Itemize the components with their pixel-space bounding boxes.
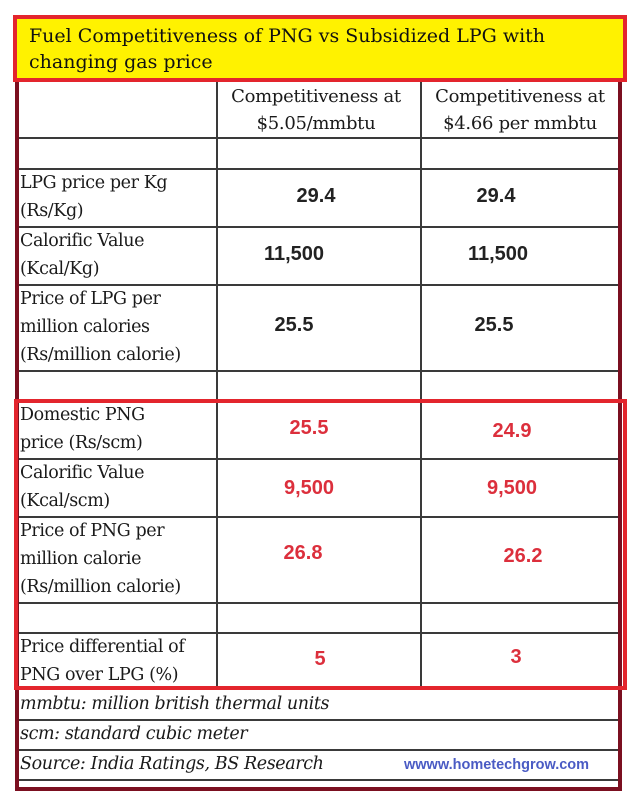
row-label-price-differential: Price differential of PNG over LPG (%) bbox=[20, 637, 185, 685]
row-label-lpg-per-million: Price of LPG per million calories (Rs/mi… bbox=[20, 289, 181, 365]
row-divider bbox=[19, 749, 618, 751]
row-divider bbox=[19, 168, 618, 170]
row-label-png-per-million: Price of PNG per million calorie (Rs/mil… bbox=[20, 521, 181, 597]
row-divider bbox=[19, 458, 618, 460]
row-divider bbox=[19, 719, 618, 721]
row-divider bbox=[19, 137, 618, 139]
row-divider bbox=[19, 370, 618, 372]
value-differential-col2: 3 bbox=[510, 646, 522, 668]
row-divider bbox=[19, 602, 618, 604]
row-divider bbox=[19, 284, 618, 286]
column-header-4-66: Competitiveness at $4.66 per mmbtu bbox=[435, 86, 605, 134]
value-lpg-price-col2: 29.4 bbox=[476, 185, 516, 207]
value-lpg-calorific-col1: 11,500 bbox=[263, 243, 325, 265]
row-label-png-price: Domestic PNG price (Rs/scm) bbox=[20, 405, 145, 453]
value-png-per-million-col2: 26.2 bbox=[503, 545, 543, 567]
value-differential-col1: 5 bbox=[314, 648, 326, 670]
value-png-per-million-col1: 26.8 bbox=[283, 542, 323, 564]
value-png-calorific-col1: 9,500 bbox=[283, 477, 335, 499]
value-lpg-calorific-col2: 11,500 bbox=[467, 243, 529, 265]
row-label-lpg-calorific: Calorific Value (Kcal/Kg) bbox=[20, 231, 145, 279]
note-scm: scm: standard cubic meter bbox=[20, 724, 248, 744]
row-divider bbox=[19, 516, 618, 518]
note-source: Source: India Ratings, BS Research bbox=[20, 754, 324, 774]
row-divider bbox=[19, 226, 618, 228]
column-divider bbox=[420, 82, 422, 688]
column-header-5-05: Competitiveness at $5.05/mmbtu bbox=[231, 86, 401, 134]
value-lpg-per-million-col2: 25.5 bbox=[474, 314, 514, 336]
note-mmbtu: mmbtu: million british thermal units bbox=[20, 694, 330, 714]
title-line-2: changing gas price bbox=[29, 51, 213, 73]
value-lpg-per-million-col1: 25.5 bbox=[274, 314, 314, 336]
value-png-calorific-col2: 9,500 bbox=[486, 477, 538, 499]
row-label-lpg-price: LPG price per Kg (Rs/Kg) bbox=[20, 173, 168, 221]
value-lpg-price-col1: 29.4 bbox=[296, 185, 336, 207]
watermark-url: wwww.hometechgrow.com bbox=[404, 757, 590, 773]
table-title: Fuel Competitiveness of PNG vs Subsidize… bbox=[13, 15, 627, 82]
row-label-png-calorific: Calorific Value (Kcal/scm) bbox=[20, 463, 145, 511]
row-divider bbox=[19, 779, 618, 781]
row-divider bbox=[19, 632, 618, 634]
table-frame bbox=[15, 16, 622, 791]
column-divider bbox=[216, 82, 218, 688]
title-line-1: Fuel Competitiveness of PNG vs Subsidize… bbox=[29, 25, 546, 47]
value-png-price-col2: 24.9 bbox=[492, 420, 532, 442]
value-png-price-col1: 25.5 bbox=[289, 417, 329, 439]
